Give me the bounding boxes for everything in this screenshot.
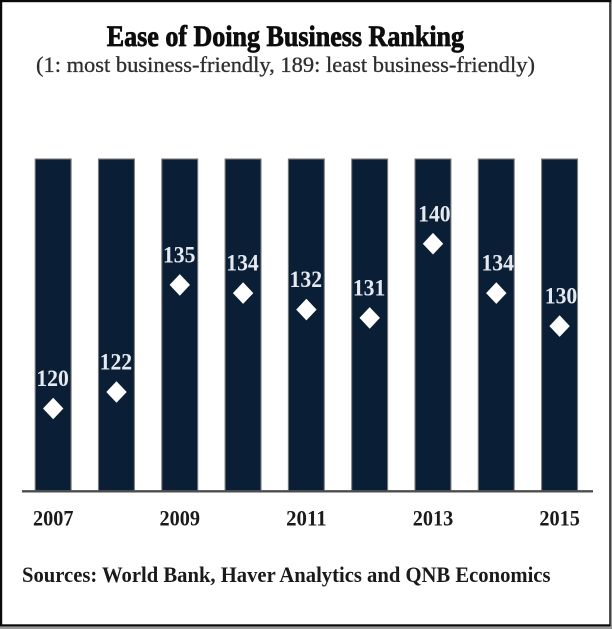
svg-text:132: 132 — [290, 267, 323, 292]
svg-text:2007: 2007 — [33, 506, 74, 531]
svg-text:131: 131 — [353, 275, 386, 300]
svg-text:120: 120 — [36, 366, 69, 391]
svg-text:134: 134 — [481, 251, 514, 276]
svg-text:122: 122 — [100, 350, 133, 375]
svg-text:Ease of Doing Business Ranking: Ease of Doing Business Ranking — [107, 20, 464, 53]
svg-text:Sources: World Bank, Haver Ana: Sources: World Bank, Haver Analytics and… — [22, 562, 551, 587]
svg-text:130: 130 — [545, 284, 578, 309]
svg-text:134: 134 — [226, 251, 259, 276]
svg-text:2015: 2015 — [539, 506, 580, 531]
svg-text:2009: 2009 — [160, 506, 201, 531]
svg-text:2013: 2013 — [413, 506, 454, 531]
svg-text:135: 135 — [163, 243, 196, 268]
svg-text:2011: 2011 — [286, 506, 327, 531]
svg-text:(1: most business-friendly, 18: (1: most business-friendly, 189: least b… — [36, 52, 535, 77]
svg-text:140: 140 — [418, 201, 451, 226]
